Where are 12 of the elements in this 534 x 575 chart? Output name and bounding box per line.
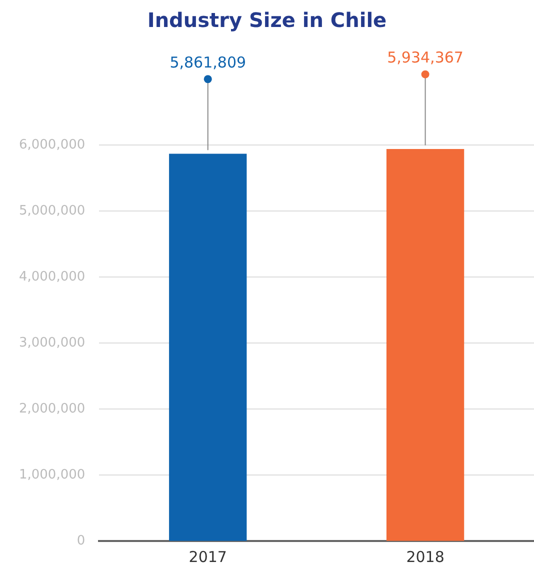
y-tick-label: 4,000,000 [18, 269, 86, 284]
y-tick-label: 1,000,000 [18, 467, 86, 482]
data-label: 5,861,809 [170, 54, 246, 72]
x-tick-label: 2018 [406, 548, 444, 566]
y-tick-label: 2,000,000 [18, 401, 86, 416]
y-tick-label: 6,000,000 [18, 137, 86, 152]
data-label: 5,934,367 [387, 48, 464, 67]
y-tick-label: 3,000,000 [18, 335, 86, 350]
chart-title: Industry Size in Chile [146, 7, 388, 34]
y-tick-label: 5,000,000 [18, 203, 86, 218]
y-tick-label: 0 [76, 533, 86, 548]
x-tick-label: 2017 [188, 548, 227, 566]
